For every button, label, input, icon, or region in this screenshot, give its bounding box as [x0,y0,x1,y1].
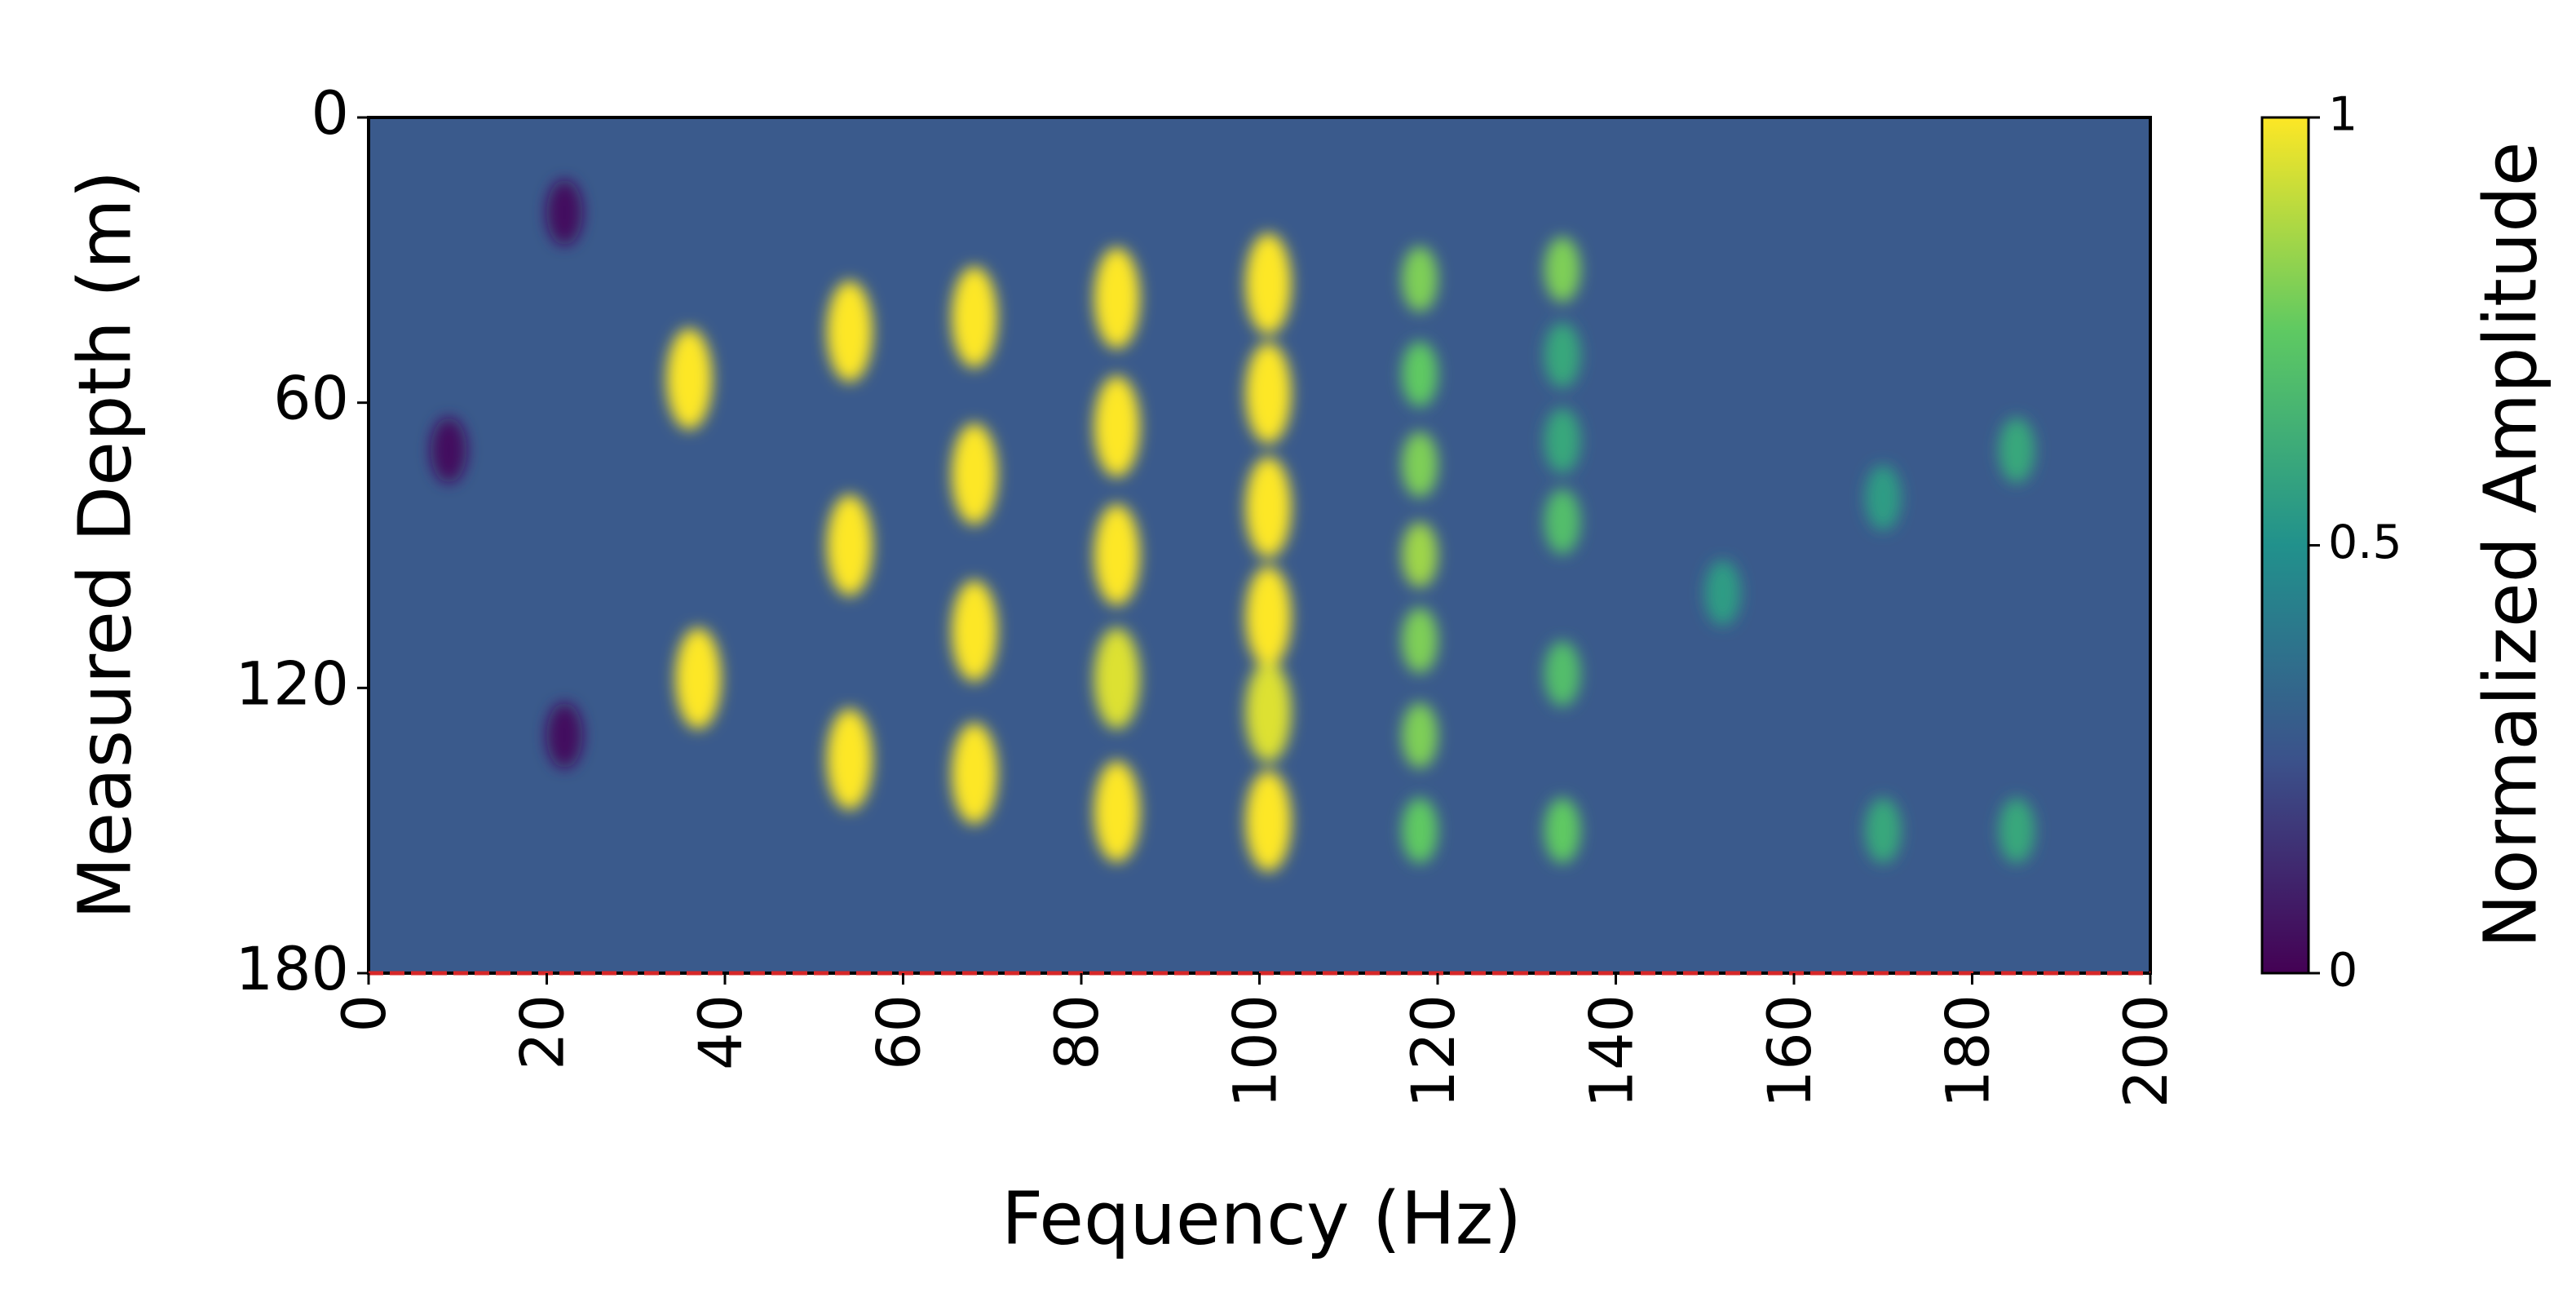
y-tick-label: 120 [236,649,349,719]
x-tick-label: 140 [1578,994,1647,1108]
heatmap-cell [1704,560,1741,626]
heatmap-cell [1544,322,1580,388]
heatmap-cell [1402,608,1438,674]
heatmap-cells [431,179,2035,872]
heatmap-cell [951,266,997,368]
heatmap-cell [951,723,997,825]
heatmap-cell [1544,798,1580,864]
heatmap-cell [1544,489,1580,555]
y-tick-label: 60 [273,365,349,434]
heatmap-cell [1544,640,1580,706]
y-axis-label: Measured Depth (m) [62,170,147,920]
heatmap-cell [1402,522,1438,588]
heatmap-cell [431,417,467,483]
heatmap-cell [826,708,873,810]
heatmap-cell [1402,702,1438,768]
colorbar [2260,116,2310,975]
x-tick-label: 200 [2112,994,2181,1108]
heatmap-cell [1402,341,1438,407]
heatmap-cell [1094,375,1140,477]
heatmap-cell [1245,770,1292,872]
heatmap-cell [1999,798,2035,864]
x-tick-label: 40 [687,994,756,1070]
heatmap-cell [1094,627,1140,729]
heatmap-cell [1094,247,1140,349]
heatmap-cell [1402,432,1438,498]
heatmap-cell [1094,760,1140,862]
heatmap-cell [1245,456,1292,558]
x-tick-label: 60 [865,994,935,1070]
heatmap-cell [1999,417,2035,483]
heatmap-cell [546,179,583,246]
x-tick-label: 100 [1222,994,1291,1108]
heatmap-cell [1245,343,1292,445]
heatmap-cell [826,494,873,596]
heatmap-cell [1245,565,1292,667]
heatmap-cell [675,627,722,729]
heatmap-cell [1402,246,1438,312]
x-axis-label: Fequency (Hz) [1001,1175,1522,1260]
colorbar-tick-label: 1 [2328,88,2357,142]
heatmap-cell [951,580,997,682]
x-tick-label: 20 [509,994,578,1070]
x-tick-label: 180 [1934,994,2004,1108]
x-tick-label: 160 [1756,994,1825,1108]
heatmap-cell [1865,465,1902,531]
heatmap-cell [1544,237,1580,303]
heatmap-cell [1402,798,1438,864]
heatmap-cell [546,702,583,768]
y-tick-label: 180 [236,935,349,1004]
x-tick-label: 120 [1399,994,1469,1108]
colorbar-label: Normalized Amplitude [2468,141,2552,948]
colorbar-tick-label: 0 [2328,944,2357,998]
heatmap-cell [1245,661,1292,763]
heatmap-cell [1245,232,1292,334]
heatmap-cell [666,328,713,430]
x-tick-label: 80 [1043,994,1112,1070]
y-tick-label: 0 [312,79,349,148]
heatmap-cell [1865,798,1902,864]
heatmap-cell [951,423,997,525]
heatmap-cell [1544,408,1580,474]
heatmap-cell [1094,504,1140,606]
colorbar-tick-label: 0.5 [2328,516,2402,569]
heatmap-cell [826,281,873,383]
x-tick-label: 0 [330,994,400,1032]
